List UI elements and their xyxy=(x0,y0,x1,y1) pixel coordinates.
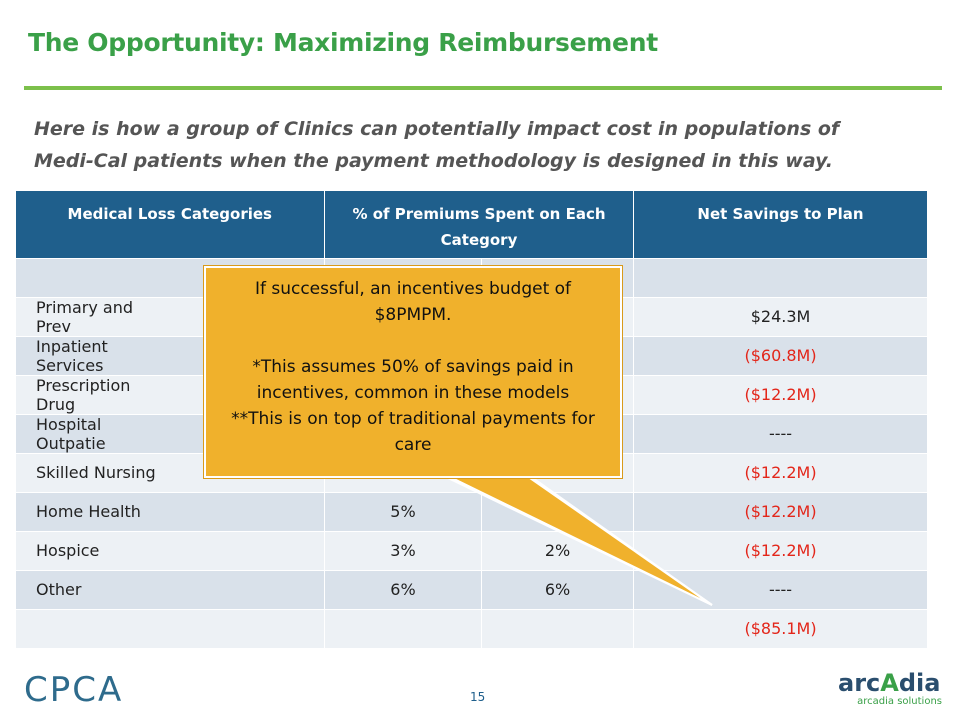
table-row: Hospice 3% 2% ($12.2M) xyxy=(15,530,929,571)
category-cell: Other xyxy=(15,569,325,610)
intro-line-2: Medi-Cal patients when the payment metho… xyxy=(34,150,833,172)
pct2-cell xyxy=(480,491,635,532)
pct-cell: 6% xyxy=(324,569,482,610)
category-cell xyxy=(15,608,325,649)
title-divider xyxy=(24,86,942,90)
pct2-cell: 6% xyxy=(480,569,635,610)
savings-cell: ($12.2M) xyxy=(633,530,929,571)
intro-line-1: Here is how a group of Clinics can poten… xyxy=(34,118,840,140)
header-net-savings: Net Savings to Plan xyxy=(633,191,929,258)
pct-cell: 3% xyxy=(324,530,482,571)
callout-line-1: If successful, an incentives budget of $… xyxy=(254,279,572,325)
header-premium-pct: % of Premiums Spent on Each Category xyxy=(324,191,635,258)
arcadia-word-part-2: A xyxy=(880,669,899,697)
header-categories: Medical Loss Categories xyxy=(15,191,325,258)
pct-cell xyxy=(324,608,482,649)
incentives-callout: If successful, an incentives budget of $… xyxy=(204,266,622,478)
category-cell: Home Health xyxy=(15,491,325,532)
savings-cell: ($12.2M) xyxy=(633,452,929,493)
page-number: 15 xyxy=(470,690,486,704)
arcadia-logo: arcAdia arcadia solutions xyxy=(838,670,944,710)
savings-cell: $24.3M xyxy=(633,296,929,337)
table-row: ($85.1M) xyxy=(15,608,929,649)
intro-text: Here is how a group of Clinics can poten… xyxy=(34,113,914,177)
pct2-cell: 2% xyxy=(480,530,635,571)
table-row: Home Health 5% ($12.2M) xyxy=(15,491,929,532)
arcadia-tagline: arcadia solutions xyxy=(857,696,942,707)
savings-cell: ---- xyxy=(633,413,929,454)
savings-cell: ($12.2M) xyxy=(633,491,929,532)
savings-cell: ($60.8M) xyxy=(633,335,929,376)
callout-line-3: **This is on top of traditional payments… xyxy=(231,409,595,455)
pct2-cell xyxy=(480,608,635,649)
slide-title: The Opportunity: Maximizing Reimbursemen… xyxy=(28,28,658,57)
arcadia-word-part-1: arc xyxy=(838,669,881,697)
savings-cell xyxy=(633,257,929,298)
callout-line-2: *This assumes 50% of savings paid in inc… xyxy=(252,357,574,403)
savings-cell: ---- xyxy=(633,569,929,610)
savings-cell: ($12.2M) xyxy=(633,374,929,415)
arcadia-word-part-3: dia xyxy=(898,669,941,697)
savings-cell: ($85.1M) xyxy=(633,608,929,649)
pct-cell: 5% xyxy=(324,491,482,532)
arcadia-wordmark: arcAdia xyxy=(838,670,944,696)
table-row: Other 6% 6% ---- xyxy=(15,569,929,610)
cpca-logo: CPCA xyxy=(24,670,124,710)
table-header-row: Medical Loss Categories % of Premiums Sp… xyxy=(15,191,929,258)
category-cell: Hospice xyxy=(15,530,325,571)
